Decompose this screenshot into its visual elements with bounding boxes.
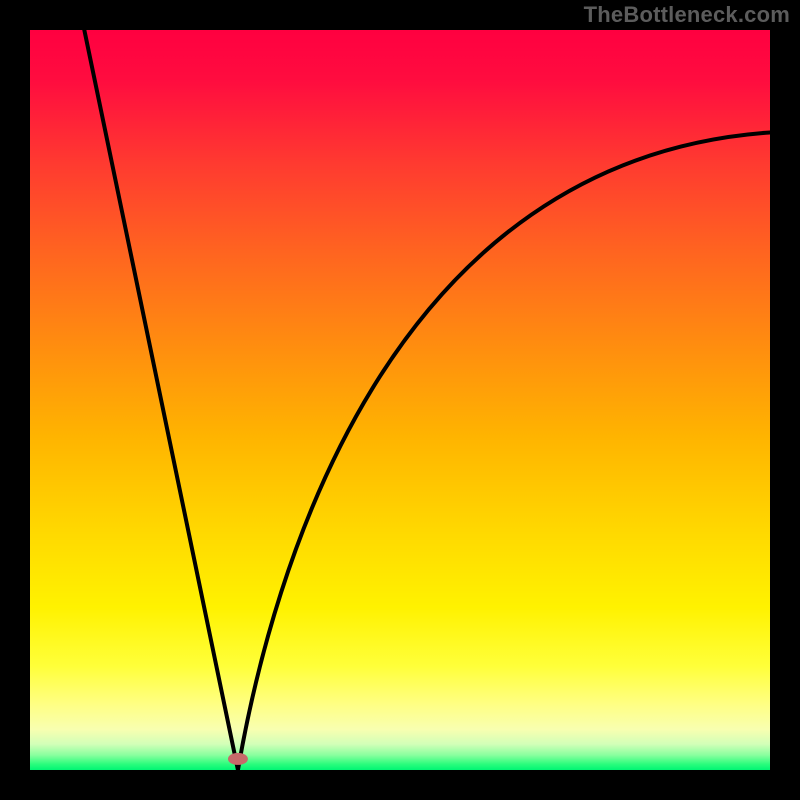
chart-svg [0, 0, 800, 800]
chart-container: TheBottleneck.com [0, 0, 800, 800]
watermark-text: TheBottleneck.com [584, 2, 790, 28]
